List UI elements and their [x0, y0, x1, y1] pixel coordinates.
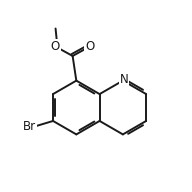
Text: N: N	[119, 73, 128, 86]
Text: O: O	[85, 40, 95, 53]
Text: Br: Br	[23, 120, 36, 133]
Text: O: O	[50, 40, 60, 53]
